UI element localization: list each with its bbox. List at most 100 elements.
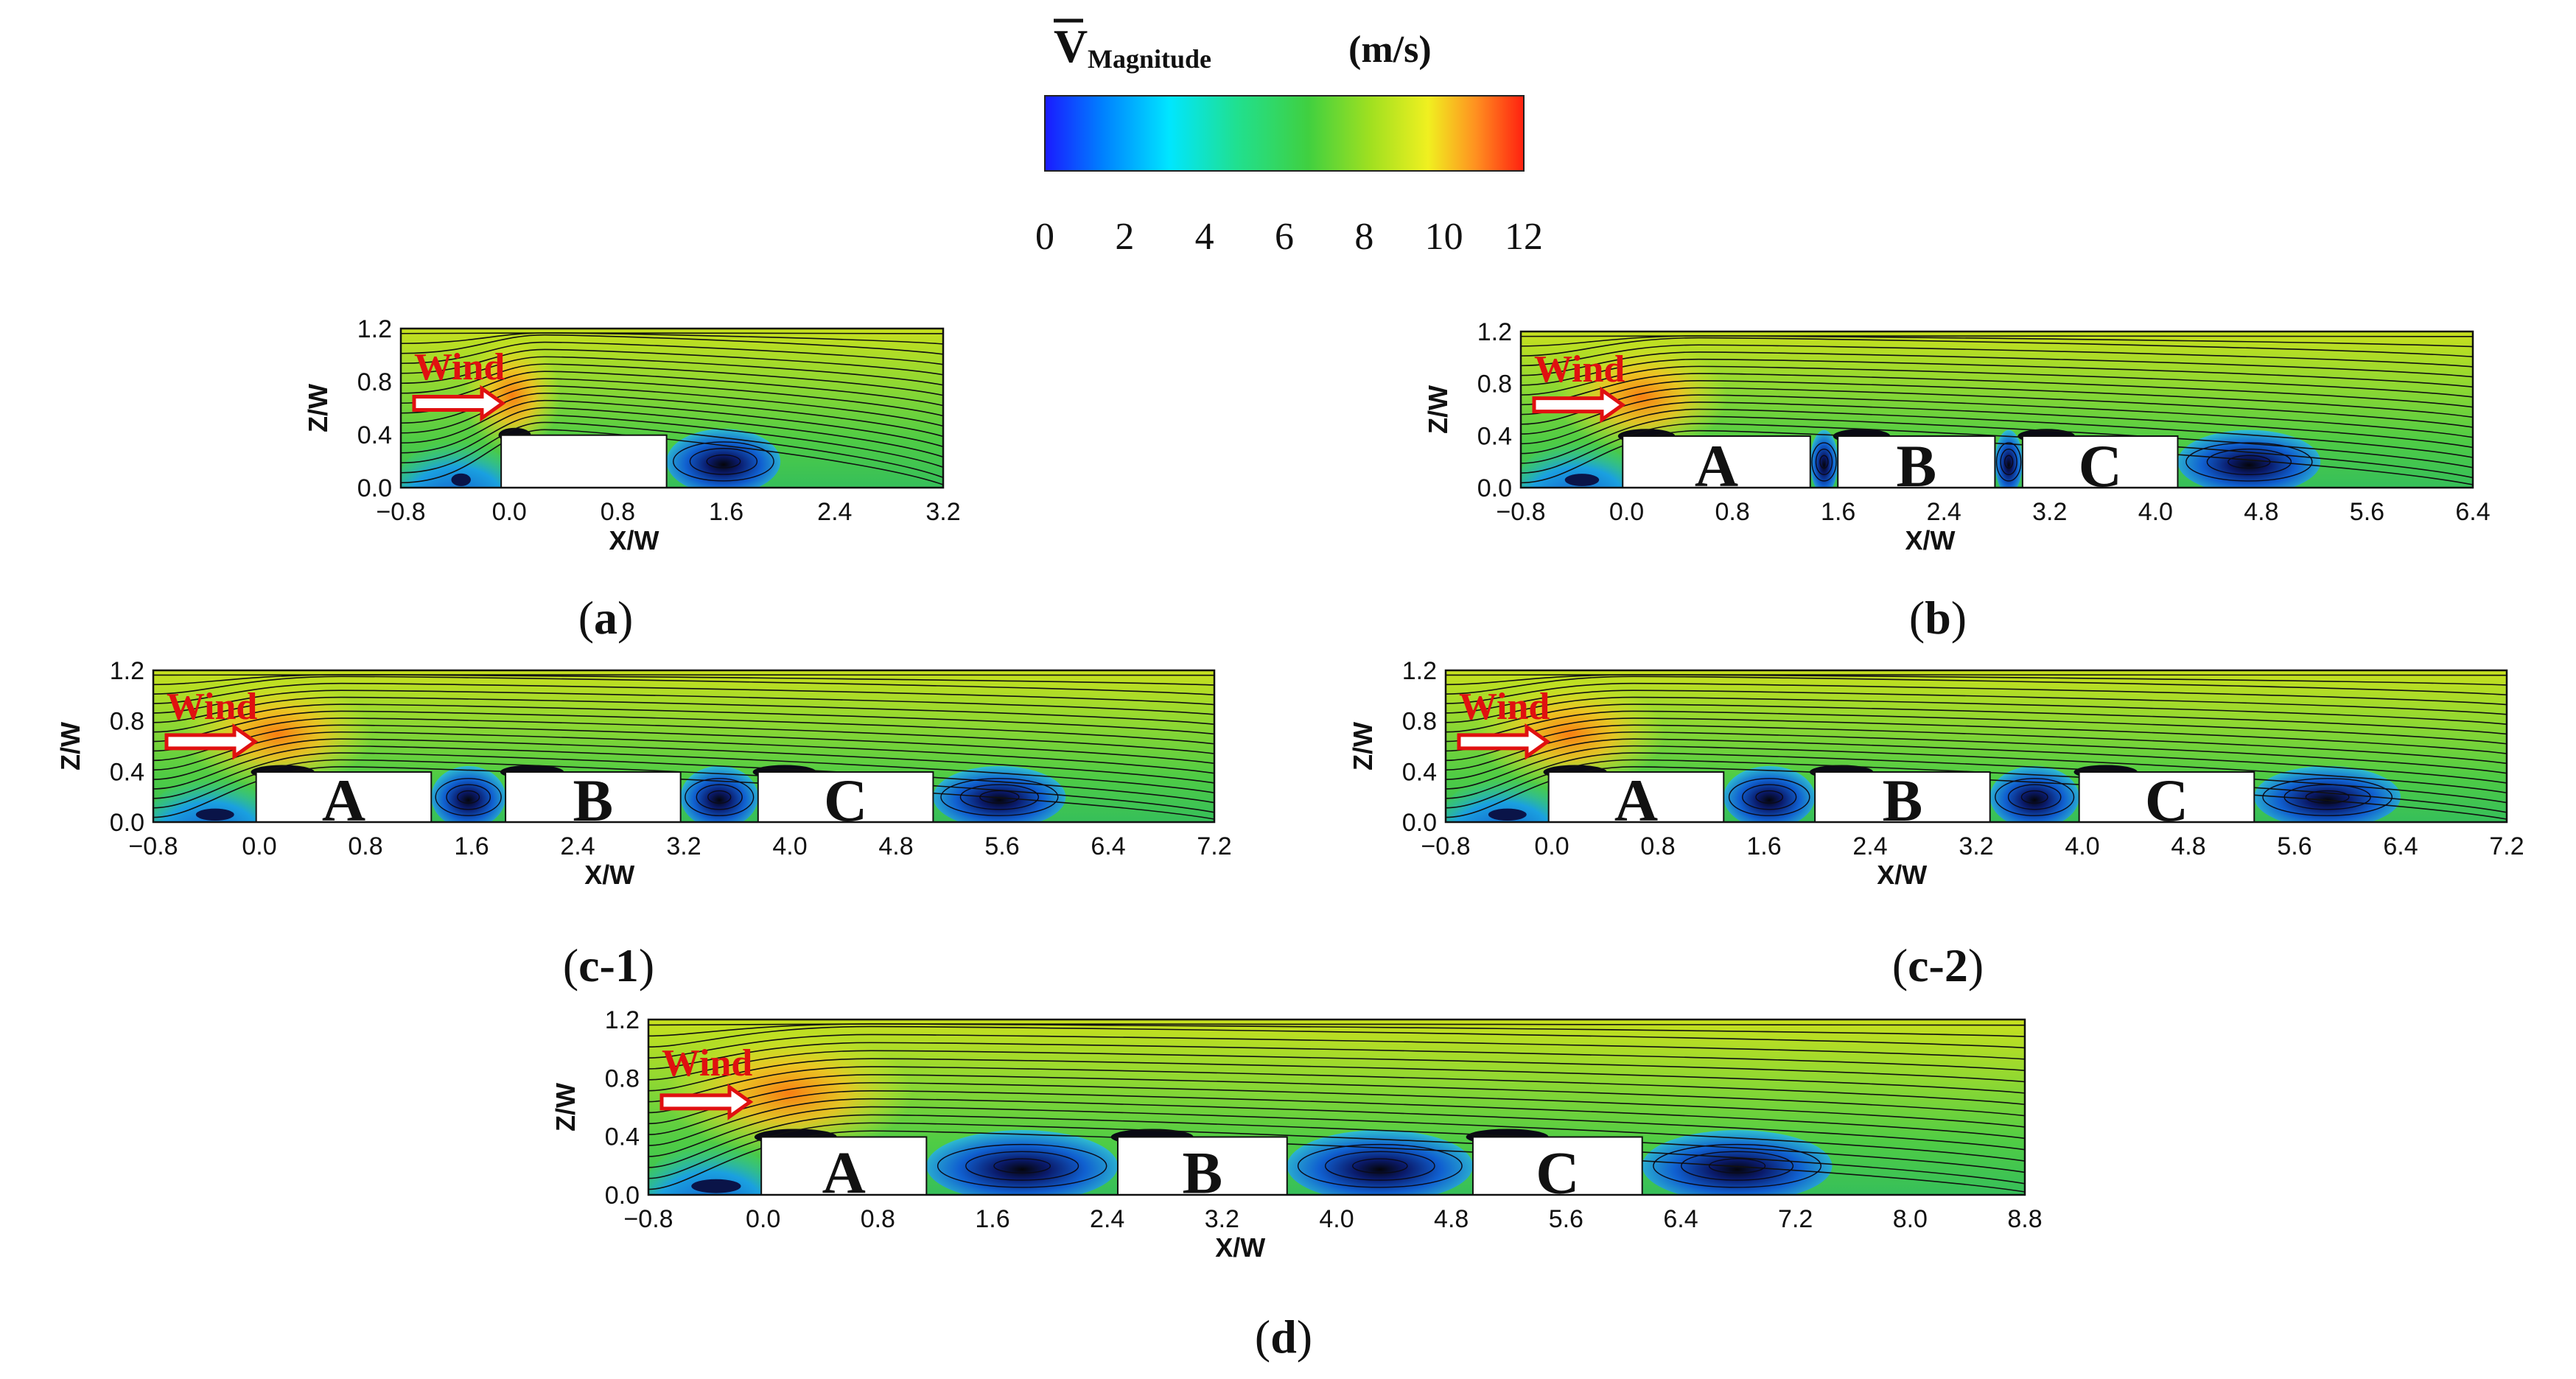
x-tick-label: 4.8 (1434, 1205, 1469, 1233)
streamline (1521, 429, 2473, 485)
colorbar-tick-label: 6 (1275, 216, 1294, 258)
y-tick-label: 1.2 (110, 657, 144, 685)
x-tick-label: 0.0 (746, 1205, 780, 1233)
streamline (1521, 415, 2473, 469)
x-tick-label: 5.6 (2277, 832, 2311, 860)
x-tick-label: 0.0 (492, 498, 527, 526)
vortex-streamline (457, 790, 480, 804)
streamlines (153, 674, 1214, 820)
streamline (401, 407, 943, 458)
streamline (648, 1114, 2025, 1173)
recirculation-vortex (1642, 1130, 1833, 1195)
x-tick-label: 3.2 (1959, 832, 1993, 860)
colorbar-tick-label: 2 (1115, 216, 1134, 258)
plot-frame (647, 1018, 2026, 1196)
y-tick-label: 0.0 (110, 809, 144, 837)
x-tick-label: 5.6 (2350, 498, 2384, 526)
building-label: B (1883, 767, 1923, 834)
building-label: A (1614, 767, 1658, 834)
vortex-streamline (1324, 1151, 1435, 1181)
streamline (153, 703, 1214, 735)
x-tick-label: 0.0 (1609, 498, 1644, 526)
vortex-streamline (2227, 455, 2271, 469)
streamline (1521, 394, 2473, 438)
x-tick-label: 5.6 (1549, 1205, 1583, 1233)
plot-frame (1519, 330, 2474, 489)
streamlines (1521, 335, 2473, 485)
recirculation-vortex (1810, 429, 1838, 488)
streamline (1521, 358, 2473, 388)
y-tick-label: 0.8 (110, 708, 144, 736)
upstream-recirculation (1521, 441, 1638, 488)
building-label: A (322, 767, 365, 834)
upstream-vortex (195, 808, 234, 821)
recirculation-vortex (1723, 765, 1816, 822)
streamline (1446, 690, 2507, 715)
flow-field (1521, 331, 2473, 488)
wind-arrow-icon (164, 723, 259, 760)
x-tick-label: 8.8 (2007, 1205, 2042, 1233)
colorbar-tick-label: 12 (1505, 216, 1543, 258)
streamline (1446, 745, 2507, 794)
x-tick-label: 1.6 (709, 498, 743, 526)
building (1622, 435, 1811, 488)
streamline (1521, 401, 2473, 449)
x-tick-label: 2.4 (817, 498, 852, 526)
x-tick-label: 3.2 (1205, 1205, 1239, 1233)
vortex-streamline (1995, 442, 2022, 482)
streamline (1446, 759, 2507, 813)
streamline (401, 363, 943, 396)
x-tick-label: −0.8 (623, 1205, 673, 1233)
building-label: B (1183, 1140, 1223, 1207)
vortex-streamline (2020, 790, 2048, 804)
x-tick-label: 6.4 (1091, 832, 1125, 860)
x-tick-label: 2.4 (1852, 832, 1887, 860)
streamline (153, 696, 1214, 725)
panel-d-caption: (d) (1255, 1310, 1312, 1363)
building (1471, 1136, 1643, 1196)
colorbar-unit: (m/s) (1348, 29, 1432, 71)
streamline (1446, 766, 2507, 820)
x-tick-label: 4.0 (2065, 832, 2099, 860)
streamline (401, 399, 943, 448)
colorbar-ticks: 0 2 4 6 8 10 12 (1035, 216, 1543, 258)
vortex-streamline (696, 784, 743, 810)
x-axis-label: X/W (1877, 860, 1927, 890)
streamline (401, 341, 943, 365)
wind-label: Wind (1459, 686, 1550, 728)
building (1116, 1136, 1288, 1196)
vortex-streamline (1681, 1151, 1794, 1181)
colorbar: V Magnitude (m/s) 0 2 4 6 8 10 12 (1035, 18, 1543, 258)
x-tick-label: 2.4 (1090, 1205, 1124, 1233)
y-axis-label: Z/W (1348, 722, 1378, 771)
recirculation-vortex (933, 765, 1066, 822)
y-tick-label: 0.0 (1477, 474, 1512, 502)
x-tick-label: 6.4 (1663, 1205, 1698, 1233)
building-label: A (1695, 432, 1738, 499)
vortex-streamline (673, 441, 774, 482)
recirculation-vortex (1989, 765, 2079, 822)
y-tick-label: 0.0 (1402, 809, 1437, 837)
vortex-streamline (940, 778, 1059, 816)
streamline (401, 334, 943, 355)
streamline (1446, 676, 2507, 696)
vortex-streamline (1819, 455, 1829, 469)
vortex-streamline (1815, 449, 1833, 476)
high-velocity-region (665, 1030, 913, 1157)
x-tick-label: 2.4 (560, 832, 595, 860)
vortex-streamline (689, 448, 758, 475)
streamline (1521, 335, 2473, 348)
streamline (1446, 731, 2507, 774)
y-tick-label: 0.4 (1477, 422, 1512, 450)
high-velocity-region (1474, 679, 1666, 789)
vortex-streamline (965, 1151, 1079, 1181)
y-tick-label: 0.8 (1402, 708, 1437, 736)
y-tick-label: 1.2 (1402, 657, 1437, 685)
recirculation-vortex (926, 1130, 1118, 1195)
streamline (401, 356, 943, 386)
x-tick-label: 1.6 (1746, 832, 1781, 860)
vortex-streamline (993, 1158, 1051, 1174)
